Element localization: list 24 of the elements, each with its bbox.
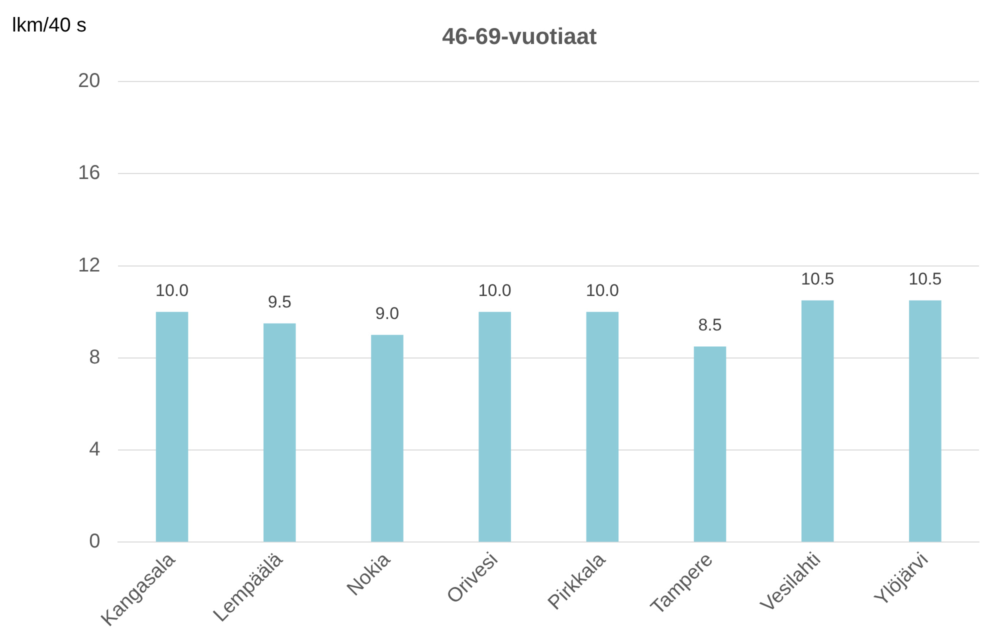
data-label: 10.5 bbox=[801, 270, 834, 289]
data-label: 8.5 bbox=[698, 316, 722, 335]
bar bbox=[478, 312, 511, 542]
data-label: 9.0 bbox=[375, 304, 400, 324]
data-label: 10.0 bbox=[155, 281, 189, 300]
bar bbox=[801, 300, 834, 542]
data-label: 10.0 bbox=[478, 281, 512, 300]
chart-title: 46-69-vuotiaat bbox=[442, 23, 598, 50]
data-label: 9.5 bbox=[268, 292, 292, 312]
bar bbox=[156, 312, 188, 542]
data-label: 10.5 bbox=[908, 270, 942, 289]
y-tick-label: 4 bbox=[89, 438, 100, 461]
y-tick-label: 16 bbox=[78, 162, 100, 184]
bar bbox=[371, 334, 404, 542]
y-axis-title: lkm/40 s bbox=[12, 14, 86, 37]
bar bbox=[264, 323, 296, 542]
data-label: 10.0 bbox=[586, 281, 619, 300]
y-tick-label: 8 bbox=[89, 346, 100, 368]
bar bbox=[909, 300, 942, 542]
y-tick-label: 20 bbox=[78, 70, 100, 92]
bar bbox=[586, 312, 619, 542]
bar bbox=[694, 346, 726, 542]
y-tick-label: 12 bbox=[78, 254, 100, 276]
y-tick-label: 0 bbox=[89, 530, 100, 553]
